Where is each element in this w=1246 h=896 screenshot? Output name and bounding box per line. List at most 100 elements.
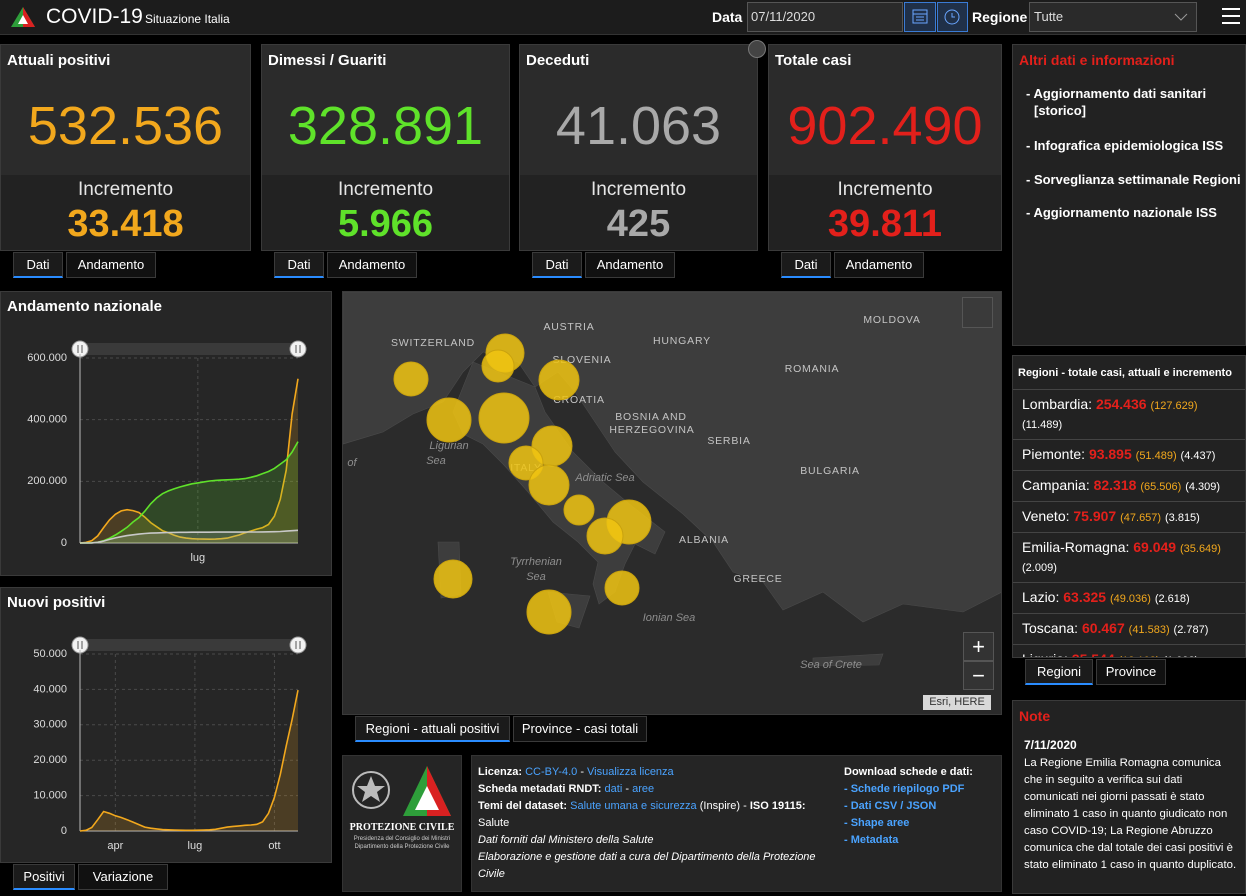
country-label: GREECE — [733, 573, 782, 585]
link[interactable]: Salute umana e sicurezza — [570, 800, 697, 812]
tab[interactable]: Regioni - attuali positivi — [355, 716, 510, 742]
region-row[interactable]: Emilia-Romagna: 69.049 (35.649) (2.009) — [1013, 533, 1245, 583]
region-bubble — [528, 464, 570, 506]
region-increment: (11.489) — [1022, 419, 1063, 431]
zoom-in[interactable]: + — [963, 632, 994, 661]
info-link[interactable]: - Aggiornamento nazionale ISS — [1026, 205, 1217, 220]
tab[interactable]: Province - casi totali — [513, 716, 647, 742]
chart-title: Nuovi positivi — [7, 594, 106, 611]
region-current: (49.036) — [1109, 593, 1151, 605]
text: (Inspire) - — [699, 800, 747, 812]
map: SWITZERLAND AUSTRIA SLOVENIA HUNGARY MOLDOVA… — [342, 291, 1002, 715]
metadata-line: Scheda metadati RNDT: dati - aree — [478, 781, 838, 798]
region-name: Toscana: — [1022, 620, 1079, 636]
expand-button[interactable] — [748, 40, 766, 58]
tab[interactable]: Variazione — [78, 864, 168, 890]
note-date: 7/11/2020 — [1024, 738, 1077, 752]
info-footer: Licenza: CC-BY-4.0 - Visualizza licenza … — [471, 755, 1002, 892]
land — [343, 292, 1001, 623]
region-row[interactable]: Veneto: 75.907 (47.657) (3.815) — [1013, 502, 1245, 533]
time-button[interactable] — [937, 2, 968, 32]
map-canvas[interactable]: SWITZERLANDAUSTRIASLOVENIAHUNGARYMOLDOVA… — [343, 292, 1001, 714]
app-subtitle: Situazione Italia — [145, 12, 230, 26]
legend-button[interactable] — [962, 297, 993, 328]
link[interactable]: CC-BY-4.0 — [525, 766, 578, 778]
license-line: Licenza: CC-BY-4.0 - Visualizza licenza — [478, 764, 838, 781]
info-link[interactable]: - Infografica epidemiologica ISS — [1026, 138, 1224, 153]
logo-name: PROTEZIONE CIVILE — [349, 822, 455, 833]
tab[interactable]: Dati — [13, 252, 63, 278]
kpi-title: Totale casi — [775, 52, 852, 69]
region-total: 69.049 — [1133, 539, 1177, 555]
tab[interactable]: Andamento — [327, 252, 417, 278]
info-link[interactable]: - Sorveglianza settimanale Regioni — [1026, 172, 1241, 187]
tab[interactable]: Dati — [781, 252, 831, 278]
calendar-button[interactable] — [904, 2, 936, 32]
sea-label: Sea of Crete — [800, 659, 862, 671]
kpi-panel: Totale casi 902.490 Incremento 39.811 — [768, 44, 1002, 251]
sea-label: Sea — [426, 455, 446, 467]
text: Salute — [478, 817, 510, 829]
download-link[interactable]: - Dati CSV / JSON — [844, 800, 937, 812]
kpi-lower: Incremento 5.966 — [262, 175, 509, 250]
menu-button[interactable] — [1221, 7, 1241, 25]
country-label: BULGARIA — [800, 465, 860, 477]
region-increment: (2.787) — [1173, 624, 1209, 636]
region-row[interactable]: Campania: 82.318 (65.506) (4.309) — [1013, 471, 1245, 502]
region-total: 82.318 — [1093, 477, 1137, 493]
region-row[interactable]: Lombardia: 254.436 (127.629) (11.489) — [1013, 390, 1245, 440]
tab[interactable]: Positivi — [13, 864, 75, 890]
region-row[interactable]: Lazio: 63.325 (49.036) (2.618) — [1013, 583, 1245, 614]
tab[interactable]: Province — [1096, 659, 1166, 685]
kpi-panel: Deceduti 41.063 Incremento 425 — [519, 44, 758, 251]
region-name: Campania: — [1022, 477, 1090, 493]
kpi-panel: Dimessi / Guariti 328.891 Incremento 5.966 — [261, 44, 510, 251]
separator: - — [625, 783, 630, 795]
kpi-title: Deceduti — [526, 52, 590, 69]
kpi-increment-label: Incremento — [337, 179, 434, 200]
region-total: 254.436 — [1095, 396, 1147, 412]
kpi-panel: Attuali positivi 532.536 Incremento 33.418 — [0, 44, 251, 251]
tab[interactable]: Andamento — [834, 252, 924, 278]
region-increment: (4.309) — [1185, 481, 1221, 493]
download-link[interactable]: - Shape aree — [844, 817, 910, 829]
kpi-increment-label: Incremento — [77, 179, 174, 200]
tab[interactable]: Regioni — [1025, 659, 1093, 685]
tab[interactable]: Andamento — [585, 252, 675, 278]
country-label: SERBIA — [707, 435, 750, 447]
link[interactable]: dati — [604, 783, 623, 795]
link[interactable]: aree — [632, 783, 655, 795]
info-link[interactable]: - Aggiornamento dati sanitari [storico] — [1026, 86, 1207, 118]
zoom-out[interactable]: − — [963, 661, 994, 690]
region-select[interactable]: Tutte — [1029, 2, 1197, 32]
region-row[interactable]: Toscana: 60.467 (41.583) (2.787) — [1013, 614, 1245, 645]
select-arrow — [1174, 13, 1188, 21]
region-row[interactable]: Piemonte: 93.895 (51.489) (4.437) — [1013, 440, 1245, 471]
attribution: Esri, HERE — [923, 695, 991, 710]
downloads-title: Download schede e dati: — [844, 766, 973, 778]
label: Scheda metadati RNDT: — [478, 783, 602, 795]
download-link[interactable]: - Schede riepilogo PDF — [844, 783, 965, 795]
logo-line: Dipartimento della Protezione Civile — [354, 844, 450, 850]
region-bubble — [478, 392, 530, 444]
region-bubble — [563, 494, 595, 526]
tab[interactable]: Dati — [532, 252, 582, 278]
tab[interactable]: Andamento — [66, 252, 156, 278]
download-link[interactable]: - Metadata — [844, 834, 899, 846]
sea-label: Ionian Sea — [643, 612, 696, 624]
country-label: BOSNIA AND — [615, 411, 687, 423]
country-label: HERZEGOVINA — [609, 424, 694, 436]
region-row[interactable]: Liguria: 35.544 (12.108) (1.092) — [1013, 645, 1245, 657]
kpi-title: Dimessi / Guariti — [268, 52, 387, 69]
region-bubble — [538, 359, 580, 401]
kpi-lower: Incremento 39.811 — [769, 175, 1001, 250]
date-input[interactable]: 07/11/2020 — [747, 2, 903, 32]
kpi-increment-label: Incremento — [590, 179, 687, 200]
sea-label: of — [347, 457, 357, 469]
region-current: (47.657) — [1120, 512, 1162, 524]
region-bubble — [604, 570, 640, 606]
note-panel: Note 7/11/2020 La Regione Emilia Romagna c… — [1012, 700, 1246, 894]
link[interactable]: Visualizza licenza — [587, 766, 674, 778]
tab[interactable]: Dati — [274, 252, 324, 278]
region-bubble — [586, 517, 624, 555]
